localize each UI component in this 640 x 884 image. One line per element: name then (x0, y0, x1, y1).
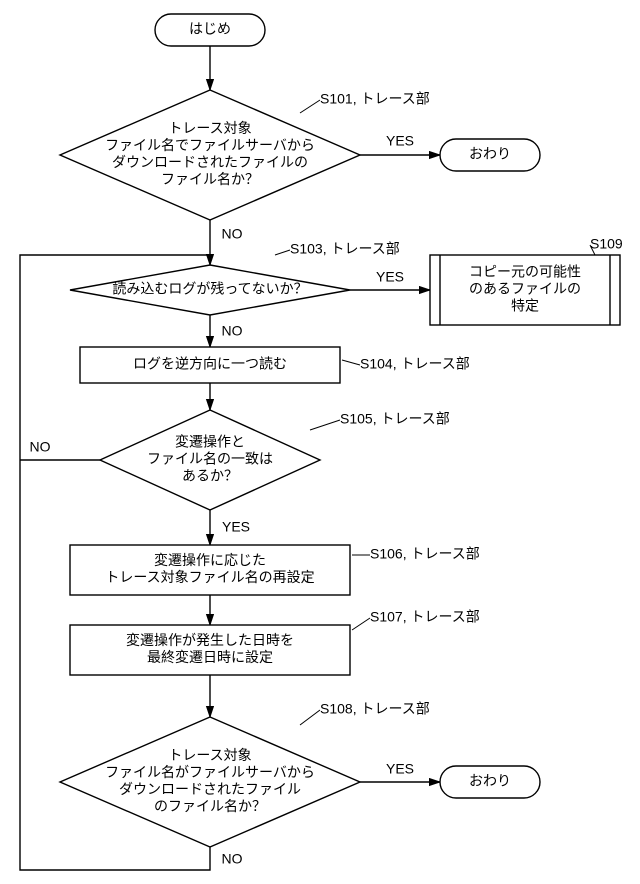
node-p109: コピー元の可能性のあるファイルの特定 S109 (430, 236, 623, 325)
node-text-line: ダウンロードされたファイルの (112, 154, 308, 170)
node-text-line: 最終変遷日時に設定 (147, 649, 273, 665)
nodes-layer: はじめおわりおわりトレース対象ファイル名でファイルサーバからダウンロードされたフ… (60, 14, 623, 847)
node-text-line: トレース対象ファイル名の再設定 (105, 569, 314, 585)
node-text-line: 変遷操作に応じた (154, 552, 266, 568)
step-label: S109 (590, 236, 623, 252)
node-text-line: 変遷操作が発生した日時を (126, 632, 294, 648)
step-label: S107, トレース部 (370, 609, 480, 625)
step-label: S106, トレース部 (370, 546, 480, 562)
node-text-line: ファイル名がファイルサーバから (105, 764, 315, 780)
node-text-line: 特定 (511, 298, 539, 314)
step-label: S101, トレース部 (320, 91, 430, 107)
edge-label: NO (222, 851, 243, 867)
edge-label: NO (222, 226, 243, 242)
node-text-line: おわり (469, 146, 511, 162)
node-end2: おわり (440, 766, 540, 798)
node-d103: 読み込むログが残ってないか？ S103, トレース部 (70, 241, 400, 315)
node-text-line: ファイル名か？ (161, 171, 259, 187)
node-text-line: ファイル名の一致は (147, 451, 273, 467)
node-d105: 変遷操作とファイル名の一致はあるか？ S105, トレース部 (100, 410, 450, 510)
node-text-line: コピー元の可能性 (469, 264, 581, 280)
node-text-line: のあるファイルの (469, 281, 581, 297)
label-leader (300, 100, 320, 113)
node-text-line: ログを逆方向に一つ読む (133, 356, 287, 372)
edge-label: YES (386, 133, 414, 149)
node-start: はじめ (155, 14, 265, 46)
node-text-line: はじめ (189, 21, 231, 37)
node-text-line: トレース対象 (168, 120, 251, 136)
node-text-line: 変遷操作と (175, 434, 245, 450)
label-leader (342, 360, 360, 365)
edge-label: YES (222, 519, 250, 535)
edge-label: YES (386, 761, 414, 777)
node-p107: 変遷操作が発生した日時を最終変遷日時に設定 S107, トレース部 (70, 609, 480, 675)
node-text-line: 読み込むログが残ってないか？ (112, 281, 307, 297)
step-label: S103, トレース部 (290, 241, 400, 257)
node-text-line: ファイル名でファイルサーバから (105, 137, 315, 153)
step-label: S104, トレース部 (360, 356, 470, 372)
label-leader (310, 420, 340, 430)
edge-label: NO (222, 323, 243, 339)
node-d108: トレース対象ファイル名がファイルサーバからダウンロードされたファイルのファイル名… (60, 701, 430, 847)
node-text-line: あるか？ (182, 468, 238, 484)
edge-label: NO (30, 439, 51, 455)
node-end1: おわり (440, 139, 540, 171)
label-leader (275, 250, 290, 255)
node-text-line: のファイル名か？ (154, 798, 266, 814)
step-label: S105, トレース部 (340, 411, 450, 427)
node-p104: ログを逆方向に一つ読む S104, トレース部 (80, 347, 470, 383)
node-text-line: トレース対象 (168, 747, 251, 763)
node-text-line: ダウンロードされたファイル (119, 781, 301, 797)
node-text-line: おわり (469, 773, 511, 789)
label-leader (352, 618, 370, 630)
edge-label: YES (376, 269, 404, 285)
node-p106: 変遷操作に応じたトレース対象ファイル名の再設定 S106, トレース部 (70, 545, 480, 595)
label-leader (300, 710, 320, 725)
step-label: S108, トレース部 (320, 701, 430, 717)
